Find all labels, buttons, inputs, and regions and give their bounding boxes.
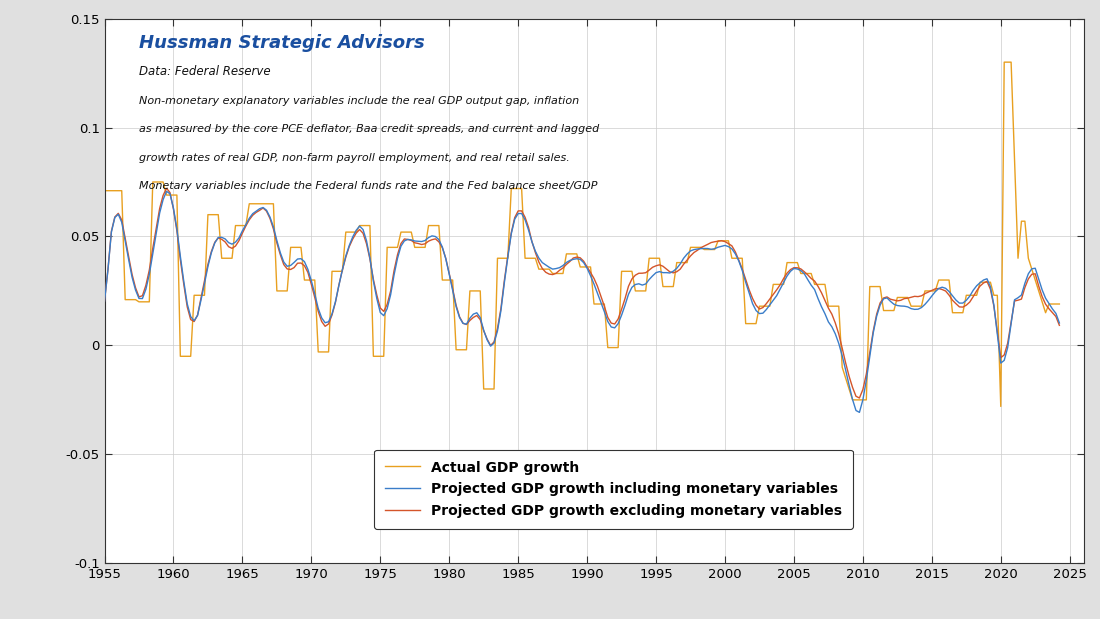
Legend: Actual GDP growth, Projected GDP growth including monetary variables, Projected : Actual GDP growth, Projected GDP growth … [374, 449, 854, 529]
Actual GDP growth [932, 276, 945, 284]
Actual GDP growth [977, 279, 990, 286]
Text: Monetary variables include the Federal funds rate and the Fed balance sheet/GDP: Monetary variables include the Federal f… [139, 181, 597, 191]
Projected GDP growth excluding monetary variables [98, 297, 111, 305]
Projected GDP growth including monetary variables [983, 283, 997, 290]
Line: Actual GDP growth: Actual GDP growth [104, 62, 1059, 407]
Projected GDP growth excluding monetary variables [939, 287, 953, 295]
Actual GDP growth [170, 191, 184, 199]
Projected GDP growth including monetary variables [594, 298, 607, 306]
Projected GDP growth excluding monetary variables [1053, 322, 1066, 329]
Projected GDP growth excluding monetary variables [621, 283, 635, 290]
Actual GDP growth [994, 403, 1008, 410]
Projected GDP growth including monetary variables [959, 297, 972, 304]
Projected GDP growth excluding monetary variables [594, 293, 607, 300]
Projected GDP growth including monetary variables [621, 290, 635, 298]
Actual GDP growth [998, 58, 1011, 66]
Text: as measured by the core PCE deflator, Baa credit spreads, and current and lagged: as measured by the core PCE deflator, Ba… [139, 124, 600, 134]
Text: growth rates of real GDP, non-farm payroll employment, and real retail sales.: growth rates of real GDP, non-farm payro… [139, 153, 570, 163]
Actual GDP growth [1053, 300, 1066, 308]
Line: Projected GDP growth including monetary variables: Projected GDP growth including monetary … [104, 191, 1059, 412]
Line: Projected GDP growth excluding monetary variables: Projected GDP growth excluding monetary … [104, 188, 1059, 398]
Actual GDP growth [98, 187, 111, 194]
Text: Non-monetary explanatory variables include the real GDP output gap, inflation: Non-monetary explanatory variables inclu… [139, 96, 579, 106]
Projected GDP growth excluding monetary variables [983, 285, 997, 293]
Projected GDP growth including monetary variables [939, 285, 953, 292]
Projected GDP growth including monetary variables [98, 298, 111, 305]
Actual GDP growth [953, 309, 966, 316]
Projected GDP growth excluding monetary variables [174, 256, 187, 263]
Actual GDP growth [618, 267, 631, 275]
Projected GDP growth including monetary variables [1053, 319, 1066, 327]
Actual GDP growth [591, 300, 604, 308]
Projected GDP growth including monetary variables [174, 253, 187, 260]
Projected GDP growth excluding monetary variables [852, 394, 866, 402]
Text: Data: Federal Reserve: Data: Federal Reserve [139, 65, 271, 78]
Projected GDP growth excluding monetary variables [959, 301, 972, 309]
Projected GDP growth excluding monetary variables [160, 184, 173, 192]
Text: Hussman Strategic Advisors: Hussman Strategic Advisors [139, 34, 425, 52]
Projected GDP growth including monetary variables [852, 409, 866, 416]
Projected GDP growth including monetary variables [160, 188, 173, 195]
